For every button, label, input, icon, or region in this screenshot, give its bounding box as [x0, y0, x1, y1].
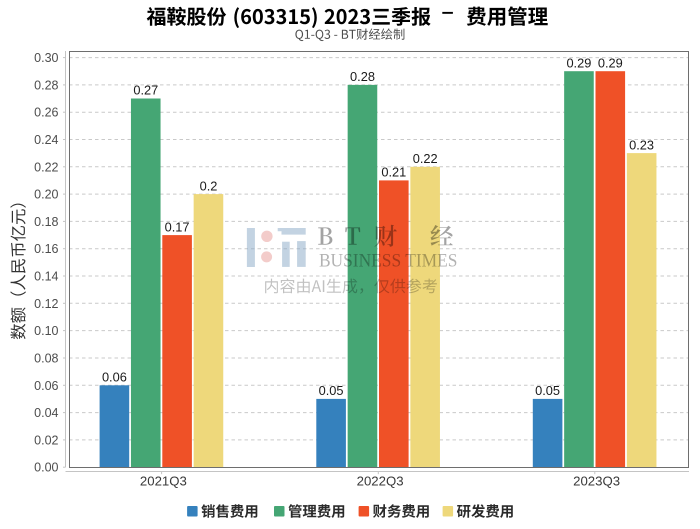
svg-text:0.27: 0.27 [133, 83, 158, 98]
svg-text:2023Q3: 2023Q3 [573, 474, 620, 489]
svg-text:0.22: 0.22 [413, 151, 438, 166]
svg-text:0.00: 0.00 [34, 461, 58, 475]
svg-text:0.23: 0.23 [629, 137, 654, 152]
svg-text:2022Q3: 2022Q3 [357, 474, 404, 489]
svg-text:BUSINESS TIMES: BUSINESS TIMES [319, 251, 458, 272]
svg-text:0.05: 0.05 [535, 383, 560, 398]
svg-text:0.05: 0.05 [319, 383, 344, 398]
svg-text:0.17: 0.17 [165, 219, 190, 234]
svg-text:0.28: 0.28 [350, 69, 375, 84]
svg-text:0.10: 0.10 [34, 324, 58, 338]
svg-text:0.20: 0.20 [34, 188, 58, 202]
svg-text:0.18: 0.18 [34, 215, 58, 229]
svg-text:0.26: 0.26 [34, 106, 58, 120]
svg-text:0.2: 0.2 [200, 178, 218, 193]
svg-text:2021Q3: 2021Q3 [140, 474, 187, 489]
svg-text:0.14: 0.14 [34, 270, 58, 284]
svg-text:0.06: 0.06 [34, 379, 58, 393]
svg-text:0.22: 0.22 [34, 160, 58, 174]
svg-text:0.24: 0.24 [34, 133, 58, 147]
svg-text:0.29: 0.29 [566, 55, 591, 70]
svg-text:0.02: 0.02 [34, 433, 58, 447]
svg-text:0.12: 0.12 [34, 297, 58, 311]
svg-text:0.04: 0.04 [34, 406, 58, 420]
svg-text:0.21: 0.21 [381, 165, 406, 180]
svg-text:0.30: 0.30 [34, 51, 58, 65]
svg-text:0.29: 0.29 [598, 55, 623, 70]
svg-text:0.08: 0.08 [34, 352, 58, 366]
svg-text:0.28: 0.28 [34, 78, 58, 92]
svg-text:0.16: 0.16 [34, 242, 58, 256]
svg-text:0.06: 0.06 [102, 370, 127, 385]
